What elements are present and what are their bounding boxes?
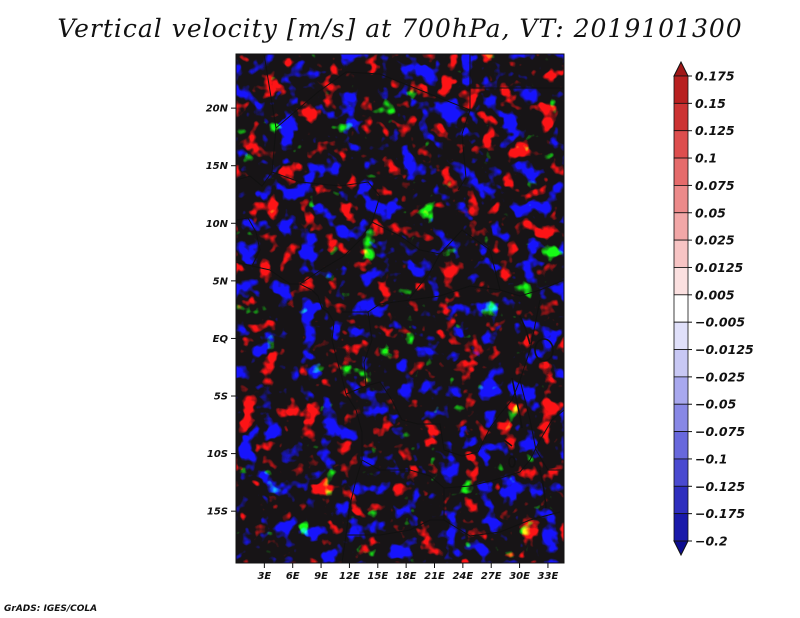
lake-albert (519, 315, 531, 345)
border-south-1 (361, 409, 564, 489)
border-south-3 (346, 519, 444, 536)
lat-tick-label: 5N (213, 276, 229, 287)
latitude-axis: 20N 15N 10N 5N EQ 5S 10S 15S (206, 104, 236, 518)
colorbar-swatch (673, 431, 689, 460)
border-north-2 (263, 54, 381, 285)
border-west-2 (236, 171, 273, 187)
border-central-4 (409, 253, 441, 299)
longitude-axis: 3E 6E 9E 12E 15E 18E 21E 24E 27E 30E 33E (257, 563, 558, 582)
lon-tick-label: 9E (314, 571, 328, 582)
colorbar-swatch (673, 513, 689, 542)
lon-tick-label: 33E (538, 571, 559, 582)
coastline (236, 261, 363, 563)
colorbar-label: −0.05 (695, 397, 737, 412)
lake-malawi (539, 469, 547, 509)
colorbar-label: −0.075 (695, 424, 745, 439)
credit-label: GrADS: IGES/COLA (4, 604, 98, 614)
country-borders (236, 54, 564, 563)
lon-tick-label: 15E (367, 571, 388, 582)
colorbar-swatch (673, 102, 689, 132)
lon-tick-label: 6E (286, 571, 300, 582)
colorbar-label: 0.1 (695, 151, 717, 166)
colorbar-swatch (673, 294, 689, 323)
colorbar-label: −0.005 (695, 315, 745, 330)
colorbar-label: 0.125 (695, 123, 735, 138)
colorbar-swatch (673, 376, 689, 405)
colorbar-swatch (673, 267, 689, 296)
border-south-2 (443, 488, 561, 537)
lat-tick-label: 10N (206, 219, 229, 230)
border-central-1 (371, 221, 564, 297)
colorbar-swatch (673, 485, 689, 515)
colorbar-swatch (673, 212, 689, 241)
colorbar-swatch (673, 321, 689, 350)
border-north-1 (275, 71, 471, 191)
lat-tick-label: 20N (206, 104, 229, 115)
colorbar-swatch (673, 130, 689, 159)
chart-title: Vertical velocity [m/s] at 700hPa, VT: 2… (57, 14, 743, 43)
lat-tick-label: 15N (206, 161, 229, 172)
colorbar-label: 0.0125 (695, 260, 744, 275)
colorbar-swatch (673, 75, 689, 104)
lon-tick-label: 3E (257, 571, 271, 582)
vertical-velocity-field (236, 54, 564, 563)
colorbar-label: 0.025 (695, 233, 735, 248)
border-north-3 (469, 54, 564, 110)
colorbar: 0.175 0.15 0.125 0.1 0.075 0.05 0.025 0.0125 0.0… (673, 60, 754, 557)
lon-tick-label: 27E (481, 571, 502, 582)
lat-tick-label: EQ (213, 334, 229, 345)
colorbar-label: 0.005 (695, 287, 735, 302)
colorbar-label: −0.175 (695, 506, 745, 521)
colorbar-swatch (673, 239, 689, 268)
border-west-1 (236, 217, 261, 267)
colorbar-label: −0.0125 (695, 342, 754, 357)
border-east-1 (519, 379, 564, 471)
lon-tick-label: 24E (452, 571, 473, 582)
map-frame (235, 53, 565, 564)
colorbar-swatch (673, 185, 689, 214)
lon-tick-label: 30E (509, 571, 530, 582)
colorbar-label: 0.05 (695, 205, 726, 220)
colorbar-swatch (673, 403, 689, 432)
colorbar-label: −0.1 (695, 451, 728, 466)
colorbar-label: 0.15 (695, 96, 726, 111)
lake-tanganyika (511, 377, 523, 429)
colorbar-label: 0.075 (695, 178, 735, 193)
colorbar-label: 0.175 (695, 69, 735, 84)
lake-mweru (503, 439, 513, 447)
lon-tick-label: 12E (339, 571, 360, 582)
lon-tick-label: 18E (396, 571, 417, 582)
lake-victoria (534, 338, 554, 362)
colorbar-label: −0.2 (695, 534, 728, 549)
lon-tick-label: 21E (424, 571, 445, 582)
colorbar-lower-extension (673, 540, 689, 557)
colorbar-swatch (673, 157, 689, 186)
lat-tick-label: 5S (214, 392, 228, 403)
colorbar-swatch (673, 458, 689, 487)
border-congo (365, 299, 541, 457)
lake-bangweulu (508, 456, 516, 468)
border-central-3 (345, 311, 373, 395)
lat-tick-label: 10S (207, 449, 228, 460)
lat-tick-label: 15S (207, 507, 228, 518)
colorbar-upper-extension (673, 60, 689, 77)
colorbar-label: −0.025 (695, 369, 745, 384)
colorbar-label: −0.125 (695, 479, 745, 494)
colorbar-swatch (673, 349, 689, 378)
lakes (503, 315, 554, 509)
